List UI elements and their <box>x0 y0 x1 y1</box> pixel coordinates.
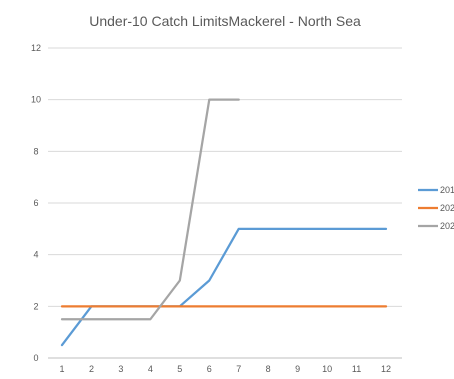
gridlines <box>48 47 402 359</box>
y-tick-label: 4 <box>33 250 38 260</box>
y-tick-label: 6 <box>33 198 38 208</box>
y-tick-label: 0 <box>33 353 38 363</box>
legend: 201 202 202 <box>418 185 454 231</box>
x-tick-label: 2 <box>89 364 94 374</box>
y-tick-label: 12 <box>31 43 41 53</box>
x-tick-label: 4 <box>148 364 153 374</box>
x-tick-label: 8 <box>266 364 271 374</box>
y-tick-label: 8 <box>33 146 38 156</box>
x-tick-label: 1 <box>59 364 64 374</box>
x-axis-ticks: 1 2 3 4 5 6 7 8 9 10 11 12 <box>59 364 391 374</box>
x-tick-label: 11 <box>352 364 361 374</box>
x-tick-label: 7 <box>236 364 241 374</box>
series-lines <box>60 98 388 347</box>
x-tick-label: 12 <box>381 364 391 374</box>
legend-label: 201 <box>440 185 454 195</box>
series-line-1 <box>60 227 388 347</box>
x-tick-label: 3 <box>118 364 123 374</box>
chart-title: Under-10 Catch LimitsMackerel - North Se… <box>89 13 361 29</box>
series-line-3 <box>60 98 240 321</box>
x-tick-label: 10 <box>322 364 332 374</box>
x-tick-label: 5 <box>177 364 182 374</box>
x-tick-label: 9 <box>295 364 300 374</box>
legend-label: 202 <box>440 221 454 231</box>
y-tick-label: 10 <box>31 95 41 105</box>
y-tick-label: 2 <box>33 301 38 311</box>
legend-label: 202 <box>440 203 454 213</box>
y-axis-ticks: 0 2 4 6 8 10 12 <box>31 43 41 363</box>
x-tick-label: 6 <box>207 364 212 374</box>
